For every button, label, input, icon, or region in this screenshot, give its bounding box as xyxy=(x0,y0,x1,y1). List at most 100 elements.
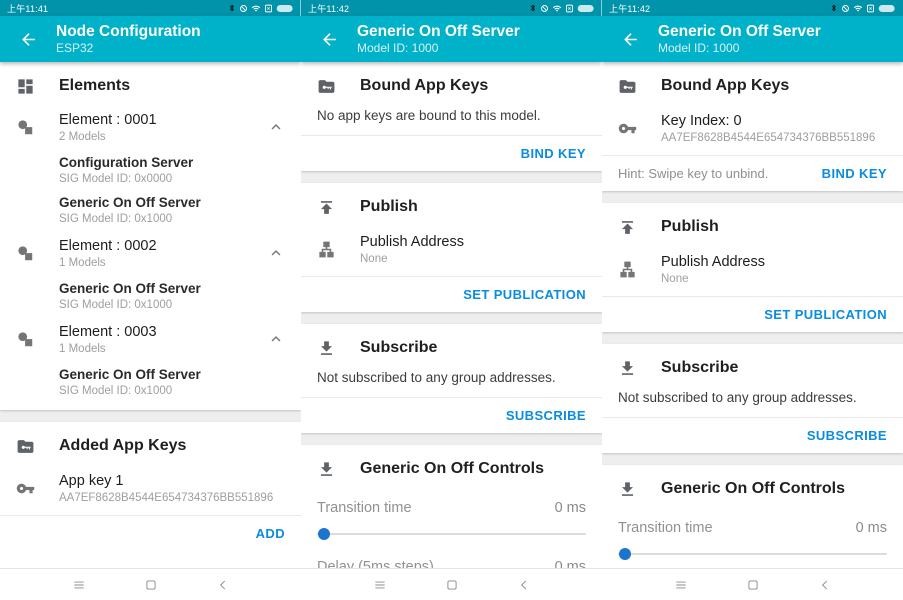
slider-thumb[interactable] xyxy=(619,548,631,560)
scroll-content[interactable]: Elements Element : 0001 2 Models Configu… xyxy=(0,62,301,568)
screen-model-no-keys: 上午11:42 Generic On Off Server Model ID: … xyxy=(301,0,602,600)
folder-key-icon xyxy=(16,437,35,456)
nav-back-button[interactable] xyxy=(209,574,237,596)
scroll-content[interactable]: Bound App Keys No app keys are bound to … xyxy=(301,62,602,568)
status-icons xyxy=(228,3,294,13)
subscribe-button[interactable]: SUBSCRIBE xyxy=(806,428,887,443)
wifi-icon xyxy=(552,5,562,11)
transition-time-value: 0 ms xyxy=(554,500,586,516)
back-chevron-icon xyxy=(216,578,230,592)
subscribe-card: Subscribe Not subscribed to any group ad… xyxy=(602,344,903,453)
bound-app-keys-card: Bound App Keys Key Index: 0 AA7EF8628B45… xyxy=(602,62,903,191)
nav-menu-button[interactable] xyxy=(65,574,93,596)
nav-home-button[interactable] xyxy=(739,574,767,596)
element-row-0001[interactable]: Element : 0001 2 Models xyxy=(0,104,301,150)
screen-node-configuration: 上午11:41 Node Configuration ESP32 Element… xyxy=(0,0,301,600)
model-row[interactable]: Generic On Off Server SIG Model ID: 0x10… xyxy=(59,276,301,316)
divider xyxy=(602,417,903,418)
download-icon xyxy=(317,460,336,479)
publish-icon xyxy=(618,218,637,237)
lan-icon xyxy=(317,240,336,259)
chevron-up-icon[interactable] xyxy=(267,330,285,348)
status-icons xyxy=(830,3,896,13)
section-gap xyxy=(301,171,602,183)
key-icon xyxy=(618,119,637,138)
model-row[interactable]: Generic On Off Server SIG Model ID: 0x10… xyxy=(59,362,301,402)
nav-back-button[interactable] xyxy=(811,574,839,596)
chevron-up-icon[interactable] xyxy=(267,118,285,136)
generic-onoff-controls-card: Generic On Off Controls Transition time … xyxy=(602,465,903,568)
set-publication-button[interactable]: SET PUBLICATION xyxy=(463,287,586,302)
element-model-count: 1 Models xyxy=(59,342,106,355)
back-arrow-button[interactable] xyxy=(602,30,658,49)
nav-menu-button[interactable] xyxy=(366,574,394,596)
generic-onoff-controls-card: Generic On Off Controls Transition time … xyxy=(301,445,602,568)
divider xyxy=(301,135,602,136)
home-square-icon xyxy=(144,578,158,592)
nav-menu-button[interactable] xyxy=(667,574,695,596)
subscribe-header: Subscribe xyxy=(602,344,903,386)
element-row-0002[interactable]: Element : 0002 1 Models xyxy=(0,230,301,276)
transition-time-label: Transition time xyxy=(618,520,713,536)
publish-address-row[interactable]: Publish Address None xyxy=(602,245,903,296)
add-button[interactable]: ADD xyxy=(255,526,285,541)
slider-thumb[interactable] xyxy=(318,528,330,540)
nav-back-button[interactable] xyxy=(510,574,538,596)
status-time: 上午11:41 xyxy=(7,3,49,14)
section-title: Generic On Off Controls xyxy=(661,480,846,497)
nav-home-button[interactable] xyxy=(438,574,466,596)
transition-time-slider[interactable] xyxy=(317,521,586,547)
bluetooth-icon xyxy=(831,4,836,12)
actions-row: BIND KEY xyxy=(301,136,602,171)
section-title: Bound App Keys xyxy=(360,77,489,94)
element-row-0003[interactable]: Element : 0003 1 Models xyxy=(0,316,301,362)
actions-row: SUBSCRIBE xyxy=(602,418,903,453)
element-model-count: 1 Models xyxy=(59,256,106,269)
model-name: Generic On Off Server xyxy=(59,195,201,210)
page-title: Generic On Off Server xyxy=(658,22,821,40)
bluetooth-icon xyxy=(229,4,234,12)
sync-off-icon xyxy=(842,4,849,12)
subscribe-header: Subscribe xyxy=(301,324,602,366)
menu-icon xyxy=(674,578,688,592)
battery-icon xyxy=(878,4,895,12)
model-row[interactable]: Configuration Server SIG Model ID: 0x000… xyxy=(59,150,301,190)
element-name: Element : 0003 xyxy=(59,323,157,340)
app-bar: Generic On Off Server Model ID: 1000 xyxy=(301,16,602,62)
publish-address-row[interactable]: Publish Address None xyxy=(301,225,602,276)
sync-off-icon xyxy=(541,4,548,12)
back-arrow-icon xyxy=(19,30,38,49)
back-arrow-button[interactable] xyxy=(301,30,357,49)
chevron-up-icon[interactable] xyxy=(267,244,285,262)
lan-icon xyxy=(618,260,637,279)
battery-icon xyxy=(577,4,594,12)
subscribe-button[interactable]: SUBSCRIBE xyxy=(505,408,586,423)
bluetooth-icon xyxy=(530,4,535,12)
set-publication-button[interactable]: SET PUBLICATION xyxy=(764,307,887,322)
back-arrow-button[interactable] xyxy=(0,30,56,49)
android-nav-bar xyxy=(301,568,602,600)
section-gap xyxy=(301,433,602,445)
status-time: 上午11:42 xyxy=(308,3,350,14)
divider xyxy=(301,397,602,398)
publish-header: Publish xyxy=(602,203,903,245)
scroll-content[interactable]: Bound App Keys Key Index: 0 AA7EF8628B45… xyxy=(602,62,903,568)
bind-key-button[interactable]: BIND KEY xyxy=(821,166,887,181)
element-name: Element : 0002 xyxy=(59,237,157,254)
status-bar: 上午11:42 xyxy=(602,0,903,16)
page-subtitle: ESP32 xyxy=(56,40,94,55)
section-title: Subscribe xyxy=(360,339,438,356)
transition-time-slider[interactable] xyxy=(618,541,887,567)
empty-state-text: No app keys are bound to this model. xyxy=(317,108,541,123)
model-row[interactable]: Generic On Off Server SIG Model ID: 0x10… xyxy=(59,190,301,230)
battery-icon xyxy=(276,4,293,12)
section-title: Bound App Keys xyxy=(661,77,790,94)
app-key-row[interactable]: App key 1 AA7EF8628B4544E654734376BB5518… xyxy=(0,464,301,515)
model-name: Generic On Off Server xyxy=(59,281,201,296)
back-chevron-icon xyxy=(818,578,832,592)
bound-key-row[interactable]: Key Index: 0 AA7EF8628B4544E654734376BB5… xyxy=(602,104,903,155)
actions-row: SET PUBLICATION xyxy=(301,277,602,312)
bind-key-button[interactable]: BIND KEY xyxy=(520,146,586,161)
model-name: Generic On Off Server xyxy=(59,367,201,382)
nav-home-button[interactable] xyxy=(137,574,165,596)
